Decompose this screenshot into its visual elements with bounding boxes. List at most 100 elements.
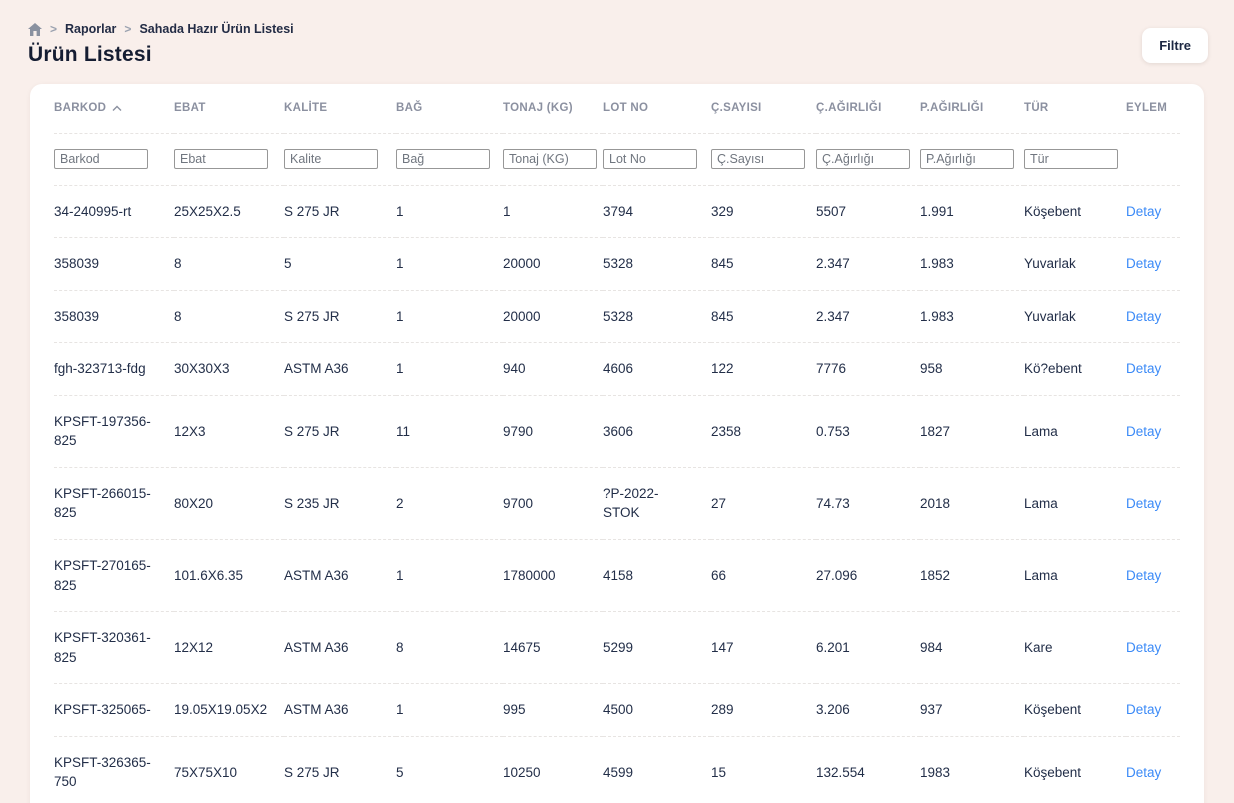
detail-link[interactable]: Detay <box>1126 702 1162 718</box>
cell-c-agirligi: 2.347 <box>816 290 920 344</box>
column-header-lot-no[interactable]: LOT NO <box>603 84 711 134</box>
column-header-kalite[interactable]: KALİTE <box>284 84 396 134</box>
cell-lot-no: 3606 <box>603 395 711 468</box>
cell-tonaj: 20000 <box>503 237 603 291</box>
breadcrumb-separator: > <box>124 22 132 36</box>
cell-eylem: Detay <box>1126 683 1180 737</box>
topbar: > Raporlar > Sahada Hazır Ürün Listesi Ü… <box>0 0 1234 67</box>
filter-input-p-agirligi[interactable] <box>920 149 1014 169</box>
detail-link[interactable]: Detay <box>1126 567 1162 583</box>
cell-tur: Köşebent <box>1024 185 1126 239</box>
cell-tur: Kare <box>1024 611 1126 685</box>
cell-eylem: Detay <box>1126 237 1180 291</box>
detail-link[interactable]: Detay <box>1126 361 1162 377</box>
cell-lot-no: 5328 <box>603 237 711 291</box>
sort-asc-icon <box>112 105 122 112</box>
cell-tur: Köşebent <box>1024 736 1126 803</box>
cell-c-sayisi: 66 <box>711 539 816 613</box>
detail-link[interactable]: Detay <box>1126 423 1162 439</box>
column-header-tur[interactable]: TÜR <box>1024 84 1126 134</box>
home-icon[interactable] <box>28 22 42 36</box>
cell-lot-no: 4599 <box>603 736 711 803</box>
cell-c-sayisi: 845 <box>711 237 816 291</box>
cell-c-agirligi: 5507 <box>816 185 920 239</box>
filter-input-c-agirligi[interactable] <box>816 149 910 169</box>
breadcrumb: > Raporlar > Sahada Hazır Ürün Listesi <box>28 22 1204 36</box>
cell-lot-no: 4500 <box>603 683 711 737</box>
cell-ebat: 30X30X3 <box>174 342 284 396</box>
table-row: KPSFT-197356-825 12X3 S 275 JR 11 9790 3… <box>54 395 1180 468</box>
cell-barkod: KPSFT-197356-825 <box>54 395 174 468</box>
cell-c-sayisi: 122 <box>711 342 816 396</box>
filter-input-bag[interactable] <box>396 149 490 169</box>
cell-tonaj: 10250 <box>503 736 603 803</box>
table-row: 34-240995-rt 25X25X2.5 S 275 JR 1 1 3794… <box>54 185 1180 239</box>
cell-tur: Yuvarlak <box>1024 290 1126 344</box>
cell-c-agirligi: 27.096 <box>816 539 920 613</box>
cell-ebat: 80X20 <box>174 467 284 541</box>
detail-link[interactable]: Detay <box>1126 308 1162 324</box>
cell-kalite: ASTM A36 <box>284 611 396 685</box>
detail-link[interactable]: Detay <box>1126 764 1162 780</box>
cell-ebat: 19.05X19.05X2 <box>174 683 284 737</box>
cell-p-agirligi: 958 <box>920 342 1024 396</box>
cell-bag: 1 <box>396 683 503 737</box>
cell-kalite: ASTM A36 <box>284 539 396 613</box>
cell-tonaj: 14675 <box>503 611 603 685</box>
filter-input-tur[interactable] <box>1024 149 1118 169</box>
detail-link[interactable]: Detay <box>1126 256 1162 272</box>
cell-bag: 1 <box>396 185 503 239</box>
cell-bag: 8 <box>396 611 503 685</box>
column-header-barkod[interactable]: BARKOD <box>54 84 174 134</box>
cell-barkod: KPSFT-270165-825 <box>54 539 174 613</box>
detail-link[interactable]: Detay <box>1126 639 1162 655</box>
cell-tur: Lama <box>1024 467 1126 541</box>
breadcrumb-separator: > <box>50 22 58 36</box>
cell-p-agirligi: 1852 <box>920 539 1024 613</box>
cell-tur: Köşebent <box>1024 683 1126 737</box>
filter-input-c-sayisi[interactable] <box>711 149 805 169</box>
cell-eylem: Detay <box>1126 185 1180 239</box>
table-header: BARKOD EBAT KALİTE BAĞ TONAJ (KG) LOT NO… <box>54 84 1180 186</box>
cell-p-agirligi: 1.983 <box>920 237 1024 291</box>
cell-c-agirligi: 2.347 <box>816 237 920 291</box>
cell-c-sayisi: 329 <box>711 185 816 239</box>
cell-tur: Yuvarlak <box>1024 237 1126 291</box>
cell-kalite: S 275 JR <box>284 290 396 344</box>
cell-kalite: S 275 JR <box>284 185 396 239</box>
cell-c-agirligi: 3.206 <box>816 683 920 737</box>
filter-input-barkod[interactable] <box>54 149 148 169</box>
cell-eylem: Detay <box>1126 539 1180 613</box>
filter-input-ebat[interactable] <box>174 149 268 169</box>
detail-link[interactable]: Detay <box>1126 495 1162 511</box>
column-header-p-agirligi[interactable]: P.AĞIRLIĞI <box>920 84 1024 134</box>
cell-eylem: Detay <box>1126 290 1180 344</box>
column-header-ebat[interactable]: EBAT <box>174 84 284 134</box>
cell-bag: 5 <box>396 736 503 803</box>
detail-link[interactable]: Detay <box>1126 203 1162 219</box>
cell-barkod: KPSFT-325065- <box>54 683 174 737</box>
cell-c-agirligi: 7776 <box>816 342 920 396</box>
product-table-card: BARKOD EBAT KALİTE BAĞ TONAJ (KG) LOT NO… <box>30 84 1204 803</box>
breadcrumb-item-raporlar[interactable]: Raporlar <box>65 22 117 36</box>
table-row: KPSFT-270165-825 101.6X6.35 ASTM A36 1 1… <box>54 539 1180 613</box>
cell-c-sayisi: 2358 <box>711 395 816 468</box>
column-header-tonaj[interactable]: TONAJ (KG) <box>503 84 603 134</box>
cell-c-sayisi: 147 <box>711 611 816 685</box>
column-header-c-sayisi[interactable]: Ç.SAYISI <box>711 84 816 134</box>
cell-kalite: 5 <box>284 237 396 291</box>
cell-c-agirligi: 6.201 <box>816 611 920 685</box>
cell-p-agirligi: 1827 <box>920 395 1024 468</box>
cell-lot-no: ?P-2022-STOK <box>603 467 711 541</box>
filter-input-tonaj[interactable] <box>503 149 597 169</box>
table-row: KPSFT-326365-750 75X75X10 S 275 JR 5 102… <box>54 736 1180 803</box>
filter-input-kalite[interactable] <box>284 149 378 169</box>
column-label: BARKOD <box>54 102 107 115</box>
column-header-c-agirligi[interactable]: Ç.AĞIRLIĞI <box>816 84 920 134</box>
filter-input-lot-no[interactable] <box>603 149 697 169</box>
page-title: Ürün Listesi <box>28 43 152 66</box>
filter-button[interactable]: Filtre <box>1142 28 1208 63</box>
table-row: KPSFT-325065- 19.05X19.05X2 ASTM A36 1 9… <box>54 683 1180 737</box>
filter-row <box>54 133 1180 186</box>
column-header-bag[interactable]: BAĞ <box>396 84 503 134</box>
